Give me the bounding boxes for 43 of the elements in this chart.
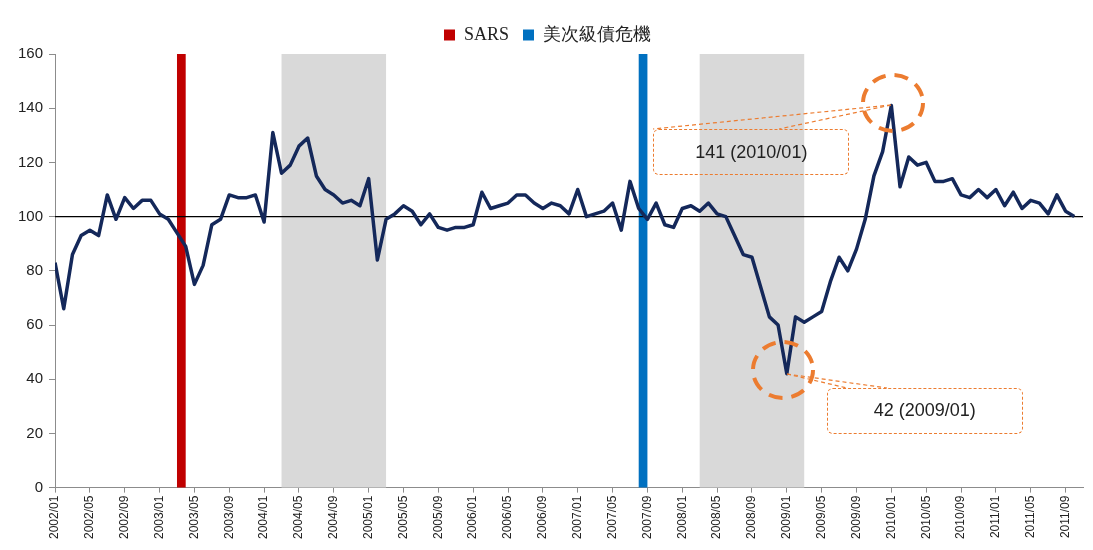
x-tick-label: 2005/09 bbox=[430, 495, 445, 540]
x-tick-label: 2007/09 bbox=[639, 495, 654, 540]
x-tick-label: 2011/05 bbox=[1023, 495, 1038, 539]
x-tick-label: 2005/01 bbox=[360, 495, 375, 540]
y-tick-label: 80 bbox=[26, 260, 44, 278]
x-tick-label: 2011/01 bbox=[988, 495, 1003, 539]
x-tick-label: 2006/01 bbox=[465, 495, 480, 540]
annotation: 141 (2010/01) bbox=[695, 141, 808, 163]
x-tick-label: 2004/01 bbox=[256, 495, 271, 540]
x-tick-label: 2007/01 bbox=[570, 495, 585, 540]
y-tick-label: 100 bbox=[18, 206, 44, 224]
y-tick-label: 140 bbox=[18, 98, 44, 116]
x-tick-label: 2006/09 bbox=[535, 495, 550, 540]
x-tick-label: 2004/05 bbox=[291, 495, 306, 540]
x-tick-label: 2007/05 bbox=[604, 495, 619, 540]
x-tick-label: 2002/05 bbox=[82, 495, 97, 540]
y-tick-label: 160 bbox=[18, 44, 44, 62]
x-tick-label: 2010/05 bbox=[918, 495, 933, 540]
x-tick-label: 2003/09 bbox=[221, 495, 236, 540]
annotation: 42 (2009/01) bbox=[873, 400, 976, 422]
x-tick-label: 2009/01 bbox=[779, 495, 794, 540]
legend-label: SARS bbox=[463, 23, 510, 44]
x-tick-label: 2003/05 bbox=[186, 495, 201, 540]
y-tick-label: 20 bbox=[26, 423, 44, 441]
x-tick-label: 2009/09 bbox=[848, 495, 863, 540]
x-tick-label: 2008/05 bbox=[709, 495, 724, 540]
x-tick-label: 2011/09 bbox=[1057, 495, 1072, 539]
legend-label: 美次級債危機 bbox=[543, 23, 652, 44]
x-tick-label: 2003/01 bbox=[151, 495, 166, 540]
x-tick-label: 2010/09 bbox=[953, 495, 968, 540]
x-tick-label: 2009/05 bbox=[813, 495, 828, 540]
y-tick-label: 60 bbox=[26, 315, 44, 333]
x-tick-label: 2010/01 bbox=[883, 495, 898, 540]
x-tick-label: 2008/09 bbox=[744, 495, 759, 540]
x-tick-label: 2008/01 bbox=[674, 495, 689, 540]
x-tick-label: 2002/09 bbox=[117, 495, 132, 540]
y-tick-label: 40 bbox=[26, 369, 44, 387]
y-tick-label: 0 bbox=[34, 477, 44, 495]
y-tick-label: 120 bbox=[18, 152, 44, 170]
x-tick-label: 2004/09 bbox=[326, 495, 341, 540]
x-tick-label: 2006/05 bbox=[500, 495, 515, 540]
x-tick-label: 2002/01 bbox=[47, 495, 62, 540]
x-tick-label: 2005/05 bbox=[395, 495, 410, 540]
